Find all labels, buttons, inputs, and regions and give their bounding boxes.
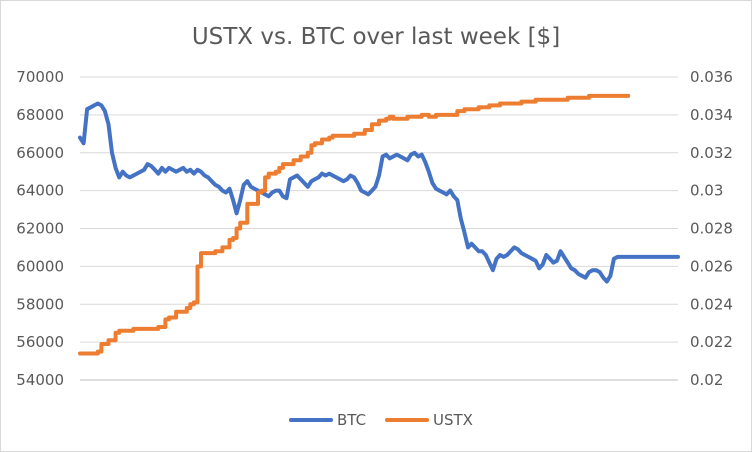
right-tick-label: 0.024 [690,295,733,313]
right-tick-label: 0.022 [690,333,733,351]
left-tick-label: 58000 [16,295,64,313]
left-tick-label: 64000 [16,182,64,200]
left-tick-label: 62000 [16,220,64,238]
series-line-ustx [78,93,631,356]
left-tick-label: 70000 [16,68,64,86]
right-tick-label: 0.026 [690,257,733,275]
series-line-btc [78,101,680,284]
right-axis-ticks: 0.036 0.034 0.032 0.03 0.028 0.026 0.024 0.022 0… [690,68,733,389]
right-tick-label: 0.02 [690,371,723,389]
legend: BTC USTX [289,411,473,429]
left-tick-label: 68000 [16,106,64,124]
left-tick-label: 66000 [16,144,64,162]
legend-label-btc: BTC [337,411,366,429]
right-tick-label: 0.032 [690,144,733,162]
chart-title: USTX vs. BTC over last week [$] [192,24,560,50]
left-tick-label: 56000 [16,333,64,351]
right-tick-label: 0.03 [690,182,723,200]
right-tick-label: 0.034 [690,106,733,124]
right-tick-label: 0.036 [690,68,733,86]
left-tick-label: 54000 [16,371,64,389]
left-axis-ticks: 70000 68000 66000 64000 62000 60000 58000 56000… [16,68,64,389]
right-tick-label: 0.028 [690,220,733,238]
gridlines [80,76,678,381]
series-layer [78,93,680,356]
left-tick-label: 60000 [16,257,64,275]
legend-label-ustx: USTX [433,411,473,429]
